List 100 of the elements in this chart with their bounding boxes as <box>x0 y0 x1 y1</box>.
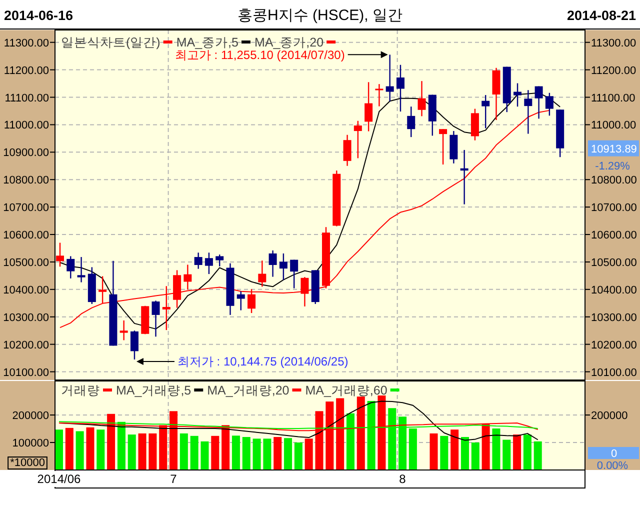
bar <box>471 442 480 470</box>
y2-tick-label: 10600.00 <box>591 230 637 242</box>
candlestick <box>77 256 86 283</box>
candlestick <box>268 250 277 278</box>
bar <box>232 436 240 470</box>
candlestick <box>279 252 288 281</box>
text: 2014-06-16 <box>4 8 74 23</box>
text: 0.00% <box>596 460 628 472</box>
bar <box>86 427 94 470</box>
candlestick <box>184 264 192 290</box>
candlestick <box>524 90 532 134</box>
text: -1.29% <box>595 160 630 172</box>
y-tick-label: 11100.00 <box>4 92 49 104</box>
y-tick-label: 10300.00 <box>3 312 49 324</box>
bar <box>294 442 302 470</box>
legend-label: MA_거래량,20 <box>207 384 290 398</box>
bar <box>128 434 136 470</box>
candlestick <box>460 149 468 205</box>
bar <box>274 437 282 470</box>
bar <box>96 430 105 470</box>
bar <box>263 438 272 470</box>
candlestick <box>386 54 394 102</box>
y2-tick-label: 10300.00 <box>591 312 637 324</box>
candlestick <box>98 276 107 304</box>
candlestick <box>514 82 522 108</box>
candlestick <box>375 83 384 107</box>
y-tick-label: 10100.00 <box>3 366 49 379</box>
bar <box>513 434 522 470</box>
y2-tick-label: 11000.00 <box>591 120 636 132</box>
candlestick <box>120 320 128 341</box>
y2-tick-label: 10100.00 <box>591 366 637 379</box>
candlestick <box>248 288 256 314</box>
candlestick <box>300 276 309 308</box>
candlestick <box>204 252 213 275</box>
candlestick <box>439 128 448 166</box>
legend-label: MA_종가,5 <box>176 36 239 50</box>
text: 10913.89 <box>591 143 637 156</box>
bar <box>440 436 448 470</box>
bar <box>76 431 84 470</box>
bar <box>492 428 500 470</box>
x-tick-label: 2014/06 <box>37 472 82 486</box>
bar <box>284 438 292 470</box>
annotation: 최저가 : 10,144.75 (2014/06/25) <box>177 354 348 368</box>
bar <box>523 434 532 470</box>
candlestick <box>56 242 64 268</box>
bar <box>534 441 542 470</box>
legend-label: MA_거래량,5 <box>116 384 192 398</box>
candlestick <box>407 106 416 138</box>
y2-tick-label: 10200.00 <box>591 339 637 352</box>
y-tick-label: 10600.00 <box>3 230 49 242</box>
candlestick <box>482 94 490 129</box>
y-tick-label: 100000 <box>12 438 49 450</box>
bar <box>65 428 74 470</box>
bar <box>138 433 146 470</box>
bar <box>148 433 157 470</box>
legend-label: MA_거래량,60 <box>305 384 388 398</box>
bar <box>55 430 63 470</box>
legend-label: 일본식차트(일간) <box>61 36 160 50</box>
bar <box>200 441 209 470</box>
candlestick <box>66 256 75 280</box>
candlestick <box>534 86 543 120</box>
candlestick <box>470 108 479 141</box>
y2-tick-label: 11300.00 <box>591 37 636 50</box>
candlestick <box>216 254 224 267</box>
candlestick <box>258 260 266 288</box>
y-tick-label: 10200.00 <box>3 339 49 352</box>
y-tick-label: 10900.00 <box>3 147 49 160</box>
y2-tick-label: 10800.00 <box>591 174 637 187</box>
y-tick-label: 10500.00 <box>3 256 49 269</box>
candlestick <box>545 92 554 116</box>
annotation: 최고가 : 11,255.10 (2014/07/30) <box>174 48 345 62</box>
candlestick <box>130 330 138 360</box>
candlestick <box>364 82 373 132</box>
candlestick <box>236 290 245 311</box>
bar <box>211 436 220 470</box>
y2-tick-label: 11100.00 <box>591 92 636 104</box>
text: 0 <box>610 448 618 460</box>
y-tick-label: 11000.00 <box>4 120 49 132</box>
x-tick-label: 7 <box>170 472 178 486</box>
chart-title: 홍콩H지수 (HSCE), 일간 <box>238 7 402 24</box>
bar <box>180 433 188 470</box>
y2-tick-label: 10700.00 <box>591 202 637 214</box>
bar <box>460 437 469 470</box>
bar <box>190 436 198 470</box>
x-tick-label: 8 <box>399 472 406 486</box>
candlestick <box>194 252 202 270</box>
candlestick <box>290 259 298 289</box>
bar <box>242 437 250 470</box>
bar <box>252 438 261 470</box>
bar <box>304 438 313 470</box>
bar <box>450 430 459 470</box>
legend-label: 거래량 <box>61 384 100 398</box>
y-tick-label: 10800.00 <box>3 174 49 187</box>
candlestick <box>152 300 160 338</box>
candlestick <box>343 134 352 166</box>
y2-tick-label: 10400.00 <box>591 284 637 296</box>
legend-label: MA_종가,20 <box>254 36 324 50</box>
y-tick-label: 10400.00 <box>3 284 49 296</box>
candlestick <box>396 64 404 112</box>
y-tick-label: 200000 <box>12 410 49 422</box>
